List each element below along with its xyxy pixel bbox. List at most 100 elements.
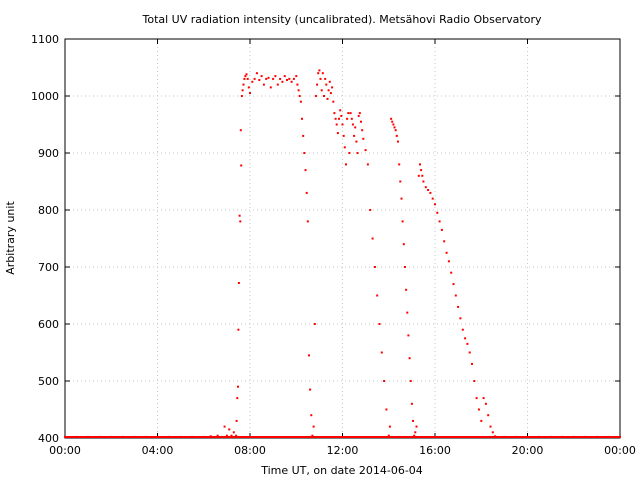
data-point [424,186,427,189]
data-point [318,69,321,72]
plot-frame [64,38,621,439]
data-point [480,419,483,422]
data-point [346,117,349,120]
data-point [340,114,343,117]
chart-title: Total UV radiation intensity (uncalibrat… [142,13,542,26]
data-point [410,402,413,405]
data-point [436,211,439,214]
data-point [228,428,231,431]
data-point [304,169,307,172]
data-point [356,152,359,154]
data-point [301,117,303,120]
data-point [482,397,485,400]
data-point [255,72,258,75]
data-point [464,337,467,340]
y-tick-label: 1000 [31,90,59,103]
data-point [387,434,390,437]
data-point [298,95,301,97]
data-point [253,77,256,80]
data-point [338,117,340,120]
y-tick-label: 700 [38,261,59,274]
grid-lines [65,39,620,438]
data-point [419,163,421,166]
data-point [239,220,242,223]
data-point [244,75,247,78]
data-point [288,77,291,80]
data-point [380,351,383,354]
data-point [267,76,270,79]
data-point [466,342,469,345]
data-point [262,83,265,86]
data-point [297,89,300,92]
data-point [431,197,434,200]
data-point [393,126,396,129]
data-point [216,434,219,437]
data-point [445,251,448,254]
data-point [341,123,344,126]
data-point [378,323,381,325]
y-tick-label: 1100 [31,33,59,46]
data-point [321,72,324,75]
data-points [64,69,621,438]
data-point [336,132,339,135]
data-point [422,180,425,183]
data-point [351,123,354,126]
data-point [230,434,233,437]
data-point [311,434,314,437]
x-tick-label: 12:00 [327,444,359,457]
data-point [306,220,309,223]
data-point [328,80,331,83]
data-point [251,80,254,83]
data-point [290,80,293,83]
data-point [353,134,356,137]
data-point [236,397,239,400]
y-tick-label: 500 [38,375,59,388]
data-point [376,294,379,297]
data-point [320,89,323,92]
data-point [421,174,424,177]
data-point [392,123,395,126]
data-point [335,123,338,126]
data-point [457,305,460,308]
data-point [477,408,480,411]
data-point [468,351,471,354]
data-point [312,425,315,428]
data-point [395,134,398,137]
data-point [249,92,251,95]
data-point [391,120,394,123]
data-point [334,117,337,120]
data-point [237,328,240,331]
x-tick-label: 20:00 [512,444,544,457]
data-point [265,77,268,80]
data-point [414,431,417,434]
x-tick-label: 00:00 [49,444,81,457]
data-point [459,317,462,320]
data-point [305,191,308,194]
data-point [369,209,372,211]
data-point [235,434,238,437]
data-point [473,380,476,382]
data-point [272,77,275,80]
data-point [323,95,325,97]
data-point [332,100,335,103]
data-point [362,137,365,140]
data-point [317,72,320,75]
data-point [283,75,286,78]
data-point [276,83,279,86]
data-point [235,419,238,422]
data-point [412,419,414,422]
data-point [475,397,478,400]
x-tick-label: 00:00 [604,444,636,457]
data-point [452,283,455,286]
y-tick-label: 800 [38,204,59,217]
data-point [319,77,322,80]
data-point [355,140,358,143]
data-point [223,425,226,428]
x-axis-label: Time UT, on date 2014-06-04 [260,464,423,477]
data-point [471,362,473,365]
data-point [360,120,362,123]
data-point [373,266,376,268]
data-point [447,260,450,263]
y-tick-label: 400 [38,432,59,445]
